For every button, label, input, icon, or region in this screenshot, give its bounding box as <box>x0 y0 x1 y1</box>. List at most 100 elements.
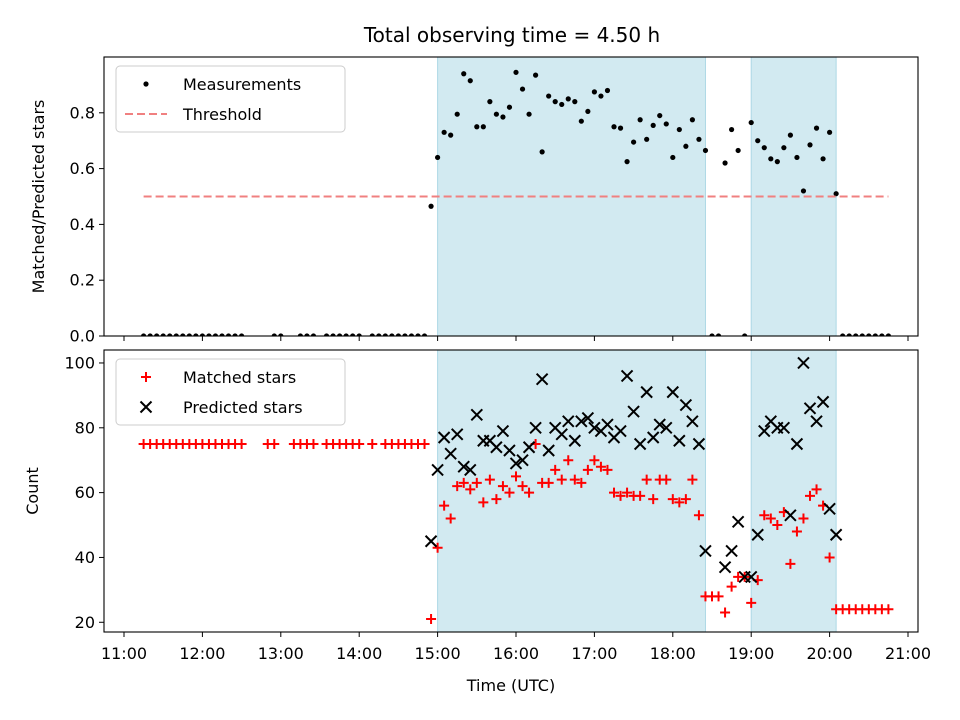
predicted-point <box>503 444 516 457</box>
measurement-point <box>408 333 415 336</box>
measurement-point <box>225 333 232 336</box>
measurement-point <box>598 93 604 99</box>
predicted-point <box>803 402 817 415</box>
measurement-point <box>774 159 780 165</box>
predicted-point <box>829 528 843 541</box>
measurement-point <box>578 118 584 124</box>
plot-area <box>141 69 891 336</box>
matched-point <box>674 497 685 508</box>
measurement-point <box>304 333 310 336</box>
measurement-point <box>219 333 225 336</box>
predicted-point <box>516 453 529 467</box>
measurement-point <box>506 104 513 110</box>
predicted-point <box>562 415 575 428</box>
x-axis-label: Time (UTC) <box>466 676 555 695</box>
measurement-point <box>872 333 878 336</box>
measurement-point <box>676 126 682 133</box>
chart-title: Total observing time = 4.50 h <box>363 23 660 47</box>
measurement-point <box>689 117 696 123</box>
matched-point <box>439 500 450 511</box>
x-tick-label: 14:00 <box>336 644 382 663</box>
shaded-region-1 <box>437 349 706 633</box>
y-tick-label: 100 <box>64 353 95 372</box>
x-tick-label: 18:00 <box>650 644 696 663</box>
y-tick-label: 20 <box>75 613 95 632</box>
measurement-point <box>435 154 441 161</box>
legend-label: Measurements <box>183 75 301 94</box>
predicted-point <box>666 385 680 399</box>
matched-point <box>556 474 567 485</box>
matched-point <box>772 520 783 531</box>
matched-point <box>511 471 521 482</box>
measurement-point <box>513 69 519 75</box>
matched-point <box>432 542 443 553</box>
legend-matched-marker <box>141 372 151 382</box>
measurement-point <box>356 333 362 336</box>
measurement-point <box>232 333 238 336</box>
measurement-point <box>193 333 199 336</box>
predicted-point <box>444 447 457 460</box>
measurement-point <box>833 191 839 197</box>
matched-point <box>484 474 495 485</box>
measurement-point <box>755 138 761 144</box>
predicted-point <box>496 424 510 438</box>
matched-point <box>426 614 437 625</box>
measurement-point <box>467 78 473 84</box>
matched-point <box>609 487 619 498</box>
matched-point <box>582 464 593 475</box>
measurement-point <box>663 121 669 127</box>
measurement-point <box>330 333 336 336</box>
predicted-point <box>509 457 523 470</box>
measurement-point <box>337 333 343 336</box>
matched-point <box>615 490 626 501</box>
matched-point <box>687 474 698 485</box>
legend-label: Matched stars <box>183 368 296 387</box>
measurement-point <box>212 333 219 336</box>
measurement-point <box>800 188 807 194</box>
predicted-point <box>751 528 764 541</box>
legend-box <box>115 358 346 426</box>
x-tick-label: 13:00 <box>258 644 304 663</box>
matched-point <box>563 455 574 466</box>
measurement-point <box>807 142 813 148</box>
matched-point <box>693 510 704 521</box>
matched-point <box>720 607 731 618</box>
predicted-point <box>581 411 595 425</box>
measurement-point <box>670 154 676 161</box>
predicted-point <box>535 372 549 386</box>
predicted-point <box>588 421 601 435</box>
measurement-point <box>526 111 532 117</box>
predicted-point <box>646 431 660 444</box>
measurement-point <box>271 333 277 336</box>
measurement-point <box>382 333 388 336</box>
measurement-point <box>154 333 160 336</box>
matched-point <box>465 484 476 495</box>
measurement-point <box>552 99 558 105</box>
measurement-point <box>853 333 859 336</box>
matched-point <box>367 439 378 449</box>
y-tick-label: 0.8 <box>70 103 95 122</box>
matched-point <box>765 513 776 524</box>
measurement-point <box>180 333 186 336</box>
predicted-point <box>627 405 640 418</box>
measurement-point <box>389 333 395 336</box>
measurement-point <box>859 333 865 336</box>
matched-point <box>595 461 606 472</box>
measurement-point <box>591 89 598 95</box>
measurement-point <box>147 333 153 336</box>
predicted-point <box>431 463 444 477</box>
matched-point <box>452 481 463 492</box>
y-tick-label: 0.2 <box>70 271 95 290</box>
matched-point <box>713 591 724 602</box>
measurement-point <box>519 86 526 92</box>
measurement-point <box>421 333 428 336</box>
matched-point <box>478 497 489 508</box>
measurement-point <box>487 99 493 105</box>
measurement-point <box>631 139 637 145</box>
matched-point <box>308 439 319 449</box>
predicted-point <box>450 428 464 441</box>
matched-point <box>471 477 482 488</box>
predicted-point <box>653 418 666 431</box>
y-tick-label: 0.4 <box>70 215 95 234</box>
